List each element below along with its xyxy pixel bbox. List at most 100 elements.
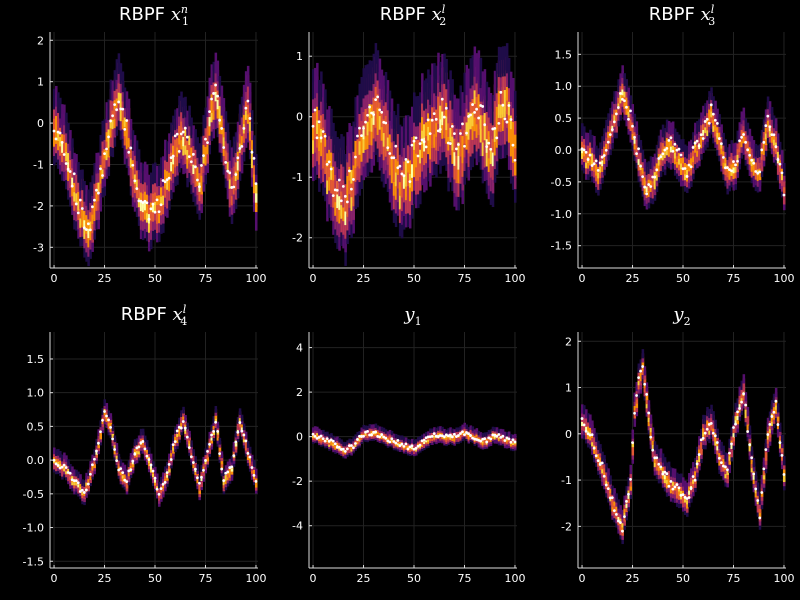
heatmap-cell [437, 52, 440, 83]
state-point [250, 150, 254, 154]
state-point [313, 434, 317, 438]
state-point [592, 446, 596, 450]
state-point [335, 445, 339, 449]
state-point [491, 433, 495, 437]
heatmap-cell [328, 105, 331, 137]
heatmap-cell [696, 121, 699, 134]
state-point [360, 435, 363, 438]
heatmap-cell [774, 387, 778, 398]
heatmap-cell [374, 43, 378, 74]
state-point [701, 137, 705, 140]
state-point [218, 118, 222, 122]
heatmap-cell [182, 97, 185, 119]
heatmap-cell [119, 459, 123, 467]
state-point [143, 199, 147, 203]
state-point [196, 476, 199, 480]
heatmap-cell [667, 121, 671, 134]
y-tick-label: -1.0 [551, 208, 572, 221]
heatmap-cell [667, 461, 671, 471]
heatmap-cell [232, 136, 236, 158]
state-point [323, 439, 327, 443]
state-point [236, 430, 240, 434]
heatmap-cell [679, 473, 683, 483]
state-point [586, 432, 590, 436]
state-point [744, 140, 748, 144]
heatmap-cell [651, 156, 655, 170]
state-point [661, 152, 665, 156]
state-point [64, 162, 68, 165]
state-point [337, 178, 341, 182]
x-tick-label: 75 [198, 272, 212, 285]
heatmap-cell [160, 157, 163, 179]
state-point [707, 121, 711, 125]
state-point [418, 443, 422, 447]
state-point [604, 148, 608, 152]
state-point [436, 129, 440, 133]
heatmap-cell [671, 468, 675, 478]
heatmap-cell [79, 474, 82, 481]
state-point [693, 478, 697, 482]
heatmap-cell [710, 87, 713, 101]
state-point [600, 155, 604, 159]
state-point [374, 98, 378, 102]
state-point [465, 131, 468, 135]
heatmap-cell [342, 136, 345, 167]
subplot-title: RBPF xl 3 [649, 3, 715, 28]
state-point [93, 457, 96, 461]
state-point [760, 148, 764, 152]
state-point [358, 126, 361, 130]
heatmap-cell [145, 440, 149, 447]
state-point [88, 228, 92, 232]
heatmap-cell [236, 417, 240, 424]
heatmap-cell [87, 469, 90, 477]
heatmap-cell [410, 106, 414, 137]
heatmap-cell [461, 424, 464, 430]
heatmap-cell [645, 162, 649, 176]
heatmap-cell [479, 57, 483, 89]
state-point [667, 139, 671, 142]
heatmap-cell [410, 438, 414, 444]
state-point [655, 456, 659, 460]
heatmap-cell [716, 428, 719, 438]
state-point [637, 147, 640, 151]
state-point [444, 106, 448, 110]
heatmap-cell [589, 414, 592, 424]
state-point [732, 160, 735, 163]
state-point [643, 382, 647, 386]
heatmap-cell [123, 464, 127, 472]
state-point [677, 147, 681, 151]
heatmap-cell [605, 463, 608, 473]
heatmap-cell [318, 79, 321, 111]
state-point [438, 127, 442, 131]
heatmap-cell [419, 436, 422, 441]
state-point [200, 164, 203, 167]
heatmap-cell [770, 107, 774, 120]
heatmap-cell [174, 427, 177, 434]
heatmap-cell [657, 135, 661, 149]
state-point [246, 451, 250, 455]
heatmap-cell [629, 95, 633, 109]
heatmap-cell [242, 84, 246, 106]
state-point [738, 139, 741, 143]
heatmap-cell [417, 437, 420, 442]
heatmap-cell [316, 62, 319, 94]
heatmap-cell [332, 122, 335, 154]
heatmap-cell [131, 448, 135, 456]
heatmap-cell [611, 485, 614, 495]
state-point [631, 441, 634, 445]
heatmap-cell [451, 79, 454, 110]
heatmap-cell [93, 449, 96, 457]
heatmap-cell [451, 428, 454, 434]
heatmap-cell [55, 449, 58, 457]
heatmap-cell [449, 427, 452, 432]
heatmap-cell [182, 406, 185, 414]
heatmap-cell [587, 413, 590, 423]
state-point [321, 437, 325, 441]
heatmap-cell [382, 427, 386, 433]
state-point [133, 179, 137, 183]
heatmap-cell [473, 429, 477, 434]
state-point [420, 138, 424, 142]
heatmap-cell [254, 154, 258, 175]
heatmap-cell [677, 473, 681, 484]
state-point [325, 437, 329, 441]
